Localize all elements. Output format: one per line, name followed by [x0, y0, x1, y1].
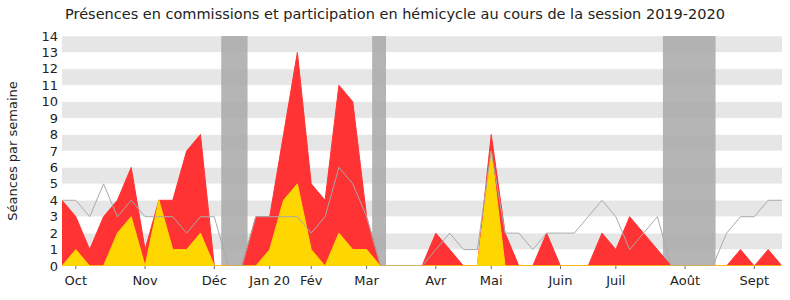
y-tick-label: 2: [50, 226, 58, 241]
y-tick-label: 14: [41, 29, 58, 44]
plot: [62, 36, 782, 266]
x-tick-label: Août: [670, 273, 700, 288]
vacation-band: [221, 36, 247, 266]
y-tick-label: 6: [50, 160, 58, 175]
x-tick: [269, 266, 270, 269]
x-tick: [311, 266, 312, 269]
chart: 01234567891011121314OctNovDécJan 20FévMa…: [0, 0, 790, 300]
title: Présences en commissions et participatio…: [65, 6, 725, 22]
x-tick-label: Juil: [605, 273, 625, 288]
x-tick-label: Sept: [740, 273, 770, 288]
x-tick: [75, 266, 76, 269]
x-tick-label: Mar: [354, 273, 379, 288]
y-tick-label: 12: [41, 61, 58, 76]
y-tick-label: 7: [50, 144, 58, 159]
vacation-band: [663, 36, 716, 266]
x-tick: [615, 266, 616, 269]
x-tick: [145, 266, 146, 269]
x-tick-label: Avr: [425, 273, 447, 288]
series-area: [62, 151, 782, 266]
y-tick-label: 10: [41, 94, 58, 109]
x-tick-label: Jan 20: [248, 273, 290, 288]
y-tick-label: 1: [50, 242, 58, 257]
x-tick: [560, 266, 561, 269]
vacation-band: [372, 36, 386, 266]
y-tick-label: 11: [41, 78, 58, 93]
y-tick-label: 4: [50, 193, 58, 208]
series-line: [62, 151, 782, 266]
x-tick-label: Fév: [300, 273, 323, 288]
y-tick-label: 0: [50, 259, 58, 274]
x-tick: [435, 266, 436, 269]
y-tick-label: 3: [50, 209, 58, 224]
y-tick-label: 13: [41, 45, 58, 60]
x-tick: [685, 266, 686, 269]
y-tick-label: 5: [50, 176, 58, 191]
y-tick-label: 8: [50, 127, 58, 142]
y-axis-label: Séances par semaine: [5, 81, 20, 220]
x-tick-label: Déc: [202, 273, 227, 288]
y-tick-label: 9: [50, 111, 58, 126]
x-tick: [214, 266, 215, 269]
x-tick-label: Mai: [480, 273, 503, 288]
x-tick-label: Juin: [547, 273, 572, 288]
x-tick: [491, 266, 492, 269]
x-tick: [754, 266, 755, 269]
x-tick: [366, 266, 367, 269]
x-tick-label: Nov: [132, 273, 158, 288]
series-area: [62, 52, 782, 266]
x-tick-label: Oct: [65, 273, 87, 288]
